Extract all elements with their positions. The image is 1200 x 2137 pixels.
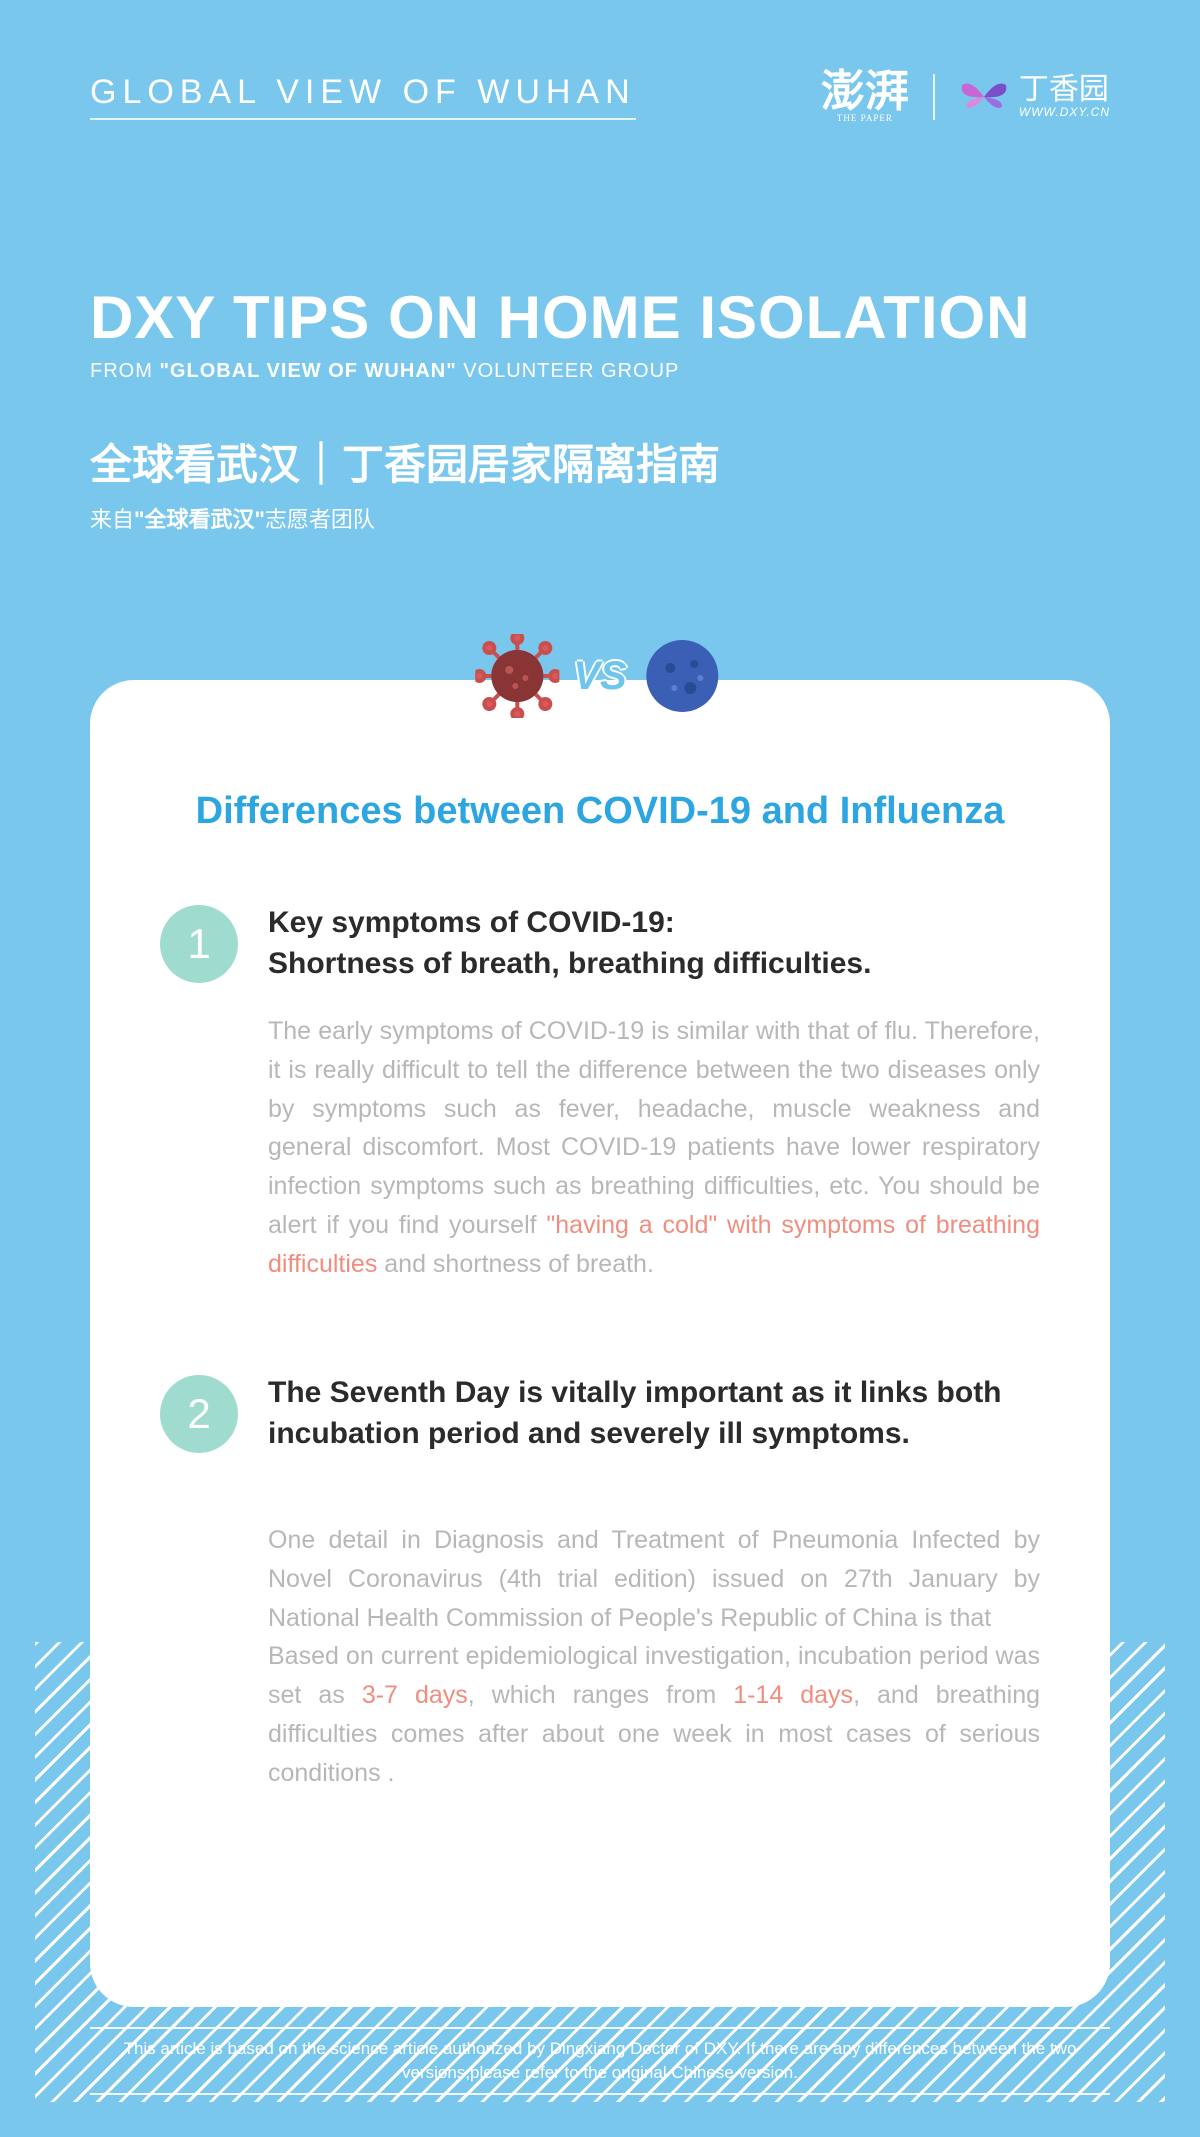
item1-text-post: and shortness of breath. <box>377 1250 654 1278</box>
footer-line-bottom <box>90 2093 1110 2095</box>
item-title-2: The Seventh Day is vitally important as … <box>268 1373 1040 1454</box>
item1-text-pre: The early symptoms of COVID-19 is simila… <box>268 1017 1040 1239</box>
logo-pengpai: 澎湃 THE PAPER <box>821 70 909 123</box>
header-right: 澎湃 THE PAPER 丁香园 WWW.DXY.CN <box>821 70 1110 123</box>
card-title: Differences between COVID-19 and Influen… <box>160 790 1040 833</box>
subtitle-en-suffix: VOLUNTEER GROUP <box>457 360 680 382</box>
item-text-1: The early symptoms of COVID-19 is simila… <box>268 1012 1040 1283</box>
footer-line-top <box>90 2027 1110 2029</box>
virus-red-icon <box>475 634 559 718</box>
footer: This article is based on the science art… <box>90 2027 1110 2095</box>
main-title-cn: 全球看武汉｜丁香园居家隔离指南 <box>90 431 1110 492</box>
item-body-2: The Seventh Day is vitally important as … <box>268 1373 1040 1792</box>
subtitle-en-bold: "GLOBAL VIEW OF WUHAN" <box>159 360 456 382</box>
header-title: GLOBAL VIEW OF WUHAN <box>90 73 636 120</box>
item2-text-hl1: 3-7 days <box>362 1681 468 1709</box>
subtitle-en: FROM "GLOBAL VIEW OF WUHAN" VOLUNTEER GR… <box>90 360 1110 383</box>
subtitle-cn-suffix: 志愿者团队 <box>265 507 375 532</box>
item-number-1: 1 <box>160 905 238 983</box>
item-body-1: Key symptoms of COVID-19: Shortness of b… <box>268 903 1040 1283</box>
item-text-2: One detail in Diagnosis and Treatment of… <box>268 1482 1040 1792</box>
header-bar: GLOBAL VIEW OF WUHAN 澎湃 THE PAPER 丁香园 <box>90 70 1110 123</box>
list-item: 2 The Seventh Day is vitally important a… <box>160 1373 1040 1792</box>
logo-dxy-url: WWW.DXY.CN <box>1019 106 1110 119</box>
vs-group: VS <box>475 634 724 718</box>
content-card: VS Differences between COVID-19 and Infl… <box>90 680 1110 2007</box>
virus-blue-icon <box>641 634 725 718</box>
logo-pengpai-text: 澎湃 <box>821 67 909 116</box>
page-root: GLOBAL VIEW OF WUHAN 澎湃 THE PAPER 丁香园 <box>0 0 1200 2137</box>
butterfly-icon <box>959 75 1009 119</box>
logo-dxy-text: 丁香园 WWW.DXY.CN <box>1019 74 1110 118</box>
main-title-en: DXY TIPS ON HOME ISOLATION <box>90 283 1110 352</box>
vs-text: VS <box>573 654 626 699</box>
subtitle-cn-bold: "全球看武汉" <box>134 507 265 532</box>
item2-text-mid: , which ranges from <box>468 1681 733 1709</box>
logo-dxy: 丁香园 WWW.DXY.CN <box>959 74 1110 118</box>
subtitle-en-prefix: FROM <box>90 360 159 382</box>
subtitle-cn-prefix: 来自 <box>90 507 134 532</box>
logo-dxy-cn: 丁香园 <box>1019 74 1110 106</box>
item-title-1: Key symptoms of COVID-19: Shortness of b… <box>268 903 1040 984</box>
item-number-2: 2 <box>160 1375 238 1453</box>
footer-text: This article is based on the science art… <box>90 2029 1110 2093</box>
list-item: 1 Key symptoms of COVID-19: Shortness of… <box>160 903 1040 1283</box>
subtitle-cn: 来自"全球看武汉"志愿者团队 <box>90 502 1110 534</box>
item2-text-hl2: 1-14 days <box>733 1681 853 1709</box>
header-divider <box>933 74 935 120</box>
